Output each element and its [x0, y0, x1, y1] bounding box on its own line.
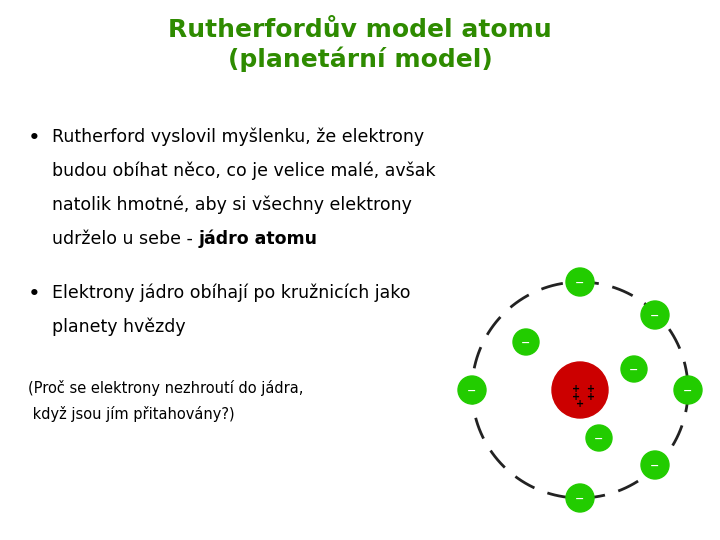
Text: když jsou jím přitahovány?): když jsou jím přitahovány?)	[28, 406, 235, 422]
Text: +  +: + +	[572, 392, 595, 402]
Text: budou obíhat něco, co je velice malé, avšak: budou obíhat něco, co je velice malé, av…	[52, 162, 436, 180]
Text: −: −	[575, 278, 585, 288]
Circle shape	[458, 376, 486, 404]
Text: (planetární model): (planetární model)	[228, 46, 492, 71]
Circle shape	[621, 356, 647, 382]
Circle shape	[674, 376, 702, 404]
Circle shape	[641, 451, 669, 479]
Text: natolik hmotné, aby si všechny elektrony: natolik hmotné, aby si všechny elektrony	[52, 196, 412, 214]
Text: −: −	[521, 338, 531, 348]
Text: −: −	[683, 386, 693, 396]
Text: •: •	[28, 284, 41, 304]
Text: udrželo u sebe -: udrželo u sebe -	[52, 230, 199, 248]
Text: −: −	[467, 386, 477, 396]
Circle shape	[566, 484, 594, 512]
Text: −: −	[575, 494, 585, 504]
Text: •: •	[28, 128, 41, 148]
Text: jádro atomu: jádro atomu	[199, 230, 318, 248]
Text: −: −	[650, 311, 660, 321]
Circle shape	[552, 362, 608, 418]
Circle shape	[513, 329, 539, 355]
Circle shape	[566, 268, 594, 296]
Text: Rutherford vyslovil myšlenku, že elektrony: Rutherford vyslovil myšlenku, že elektro…	[52, 128, 424, 146]
Text: planety hvězdy: planety hvězdy	[52, 318, 186, 336]
Circle shape	[586, 425, 612, 451]
Text: Elektrony jádro obíhají po kružnicích jako: Elektrony jádro obíhají po kružnicích ja…	[52, 284, 410, 302]
Circle shape	[641, 301, 669, 329]
Text: +: +	[576, 399, 584, 409]
Text: +  +: + +	[572, 384, 595, 394]
Text: −: −	[629, 365, 639, 375]
Text: Rutherfordův model atomu: Rutherfordův model atomu	[168, 18, 552, 42]
Text: (Proč se elektrony nezhroutí do jádra,: (Proč se elektrony nezhroutí do jádra,	[28, 380, 303, 396]
Text: −: −	[594, 434, 603, 444]
Text: −: −	[650, 461, 660, 471]
